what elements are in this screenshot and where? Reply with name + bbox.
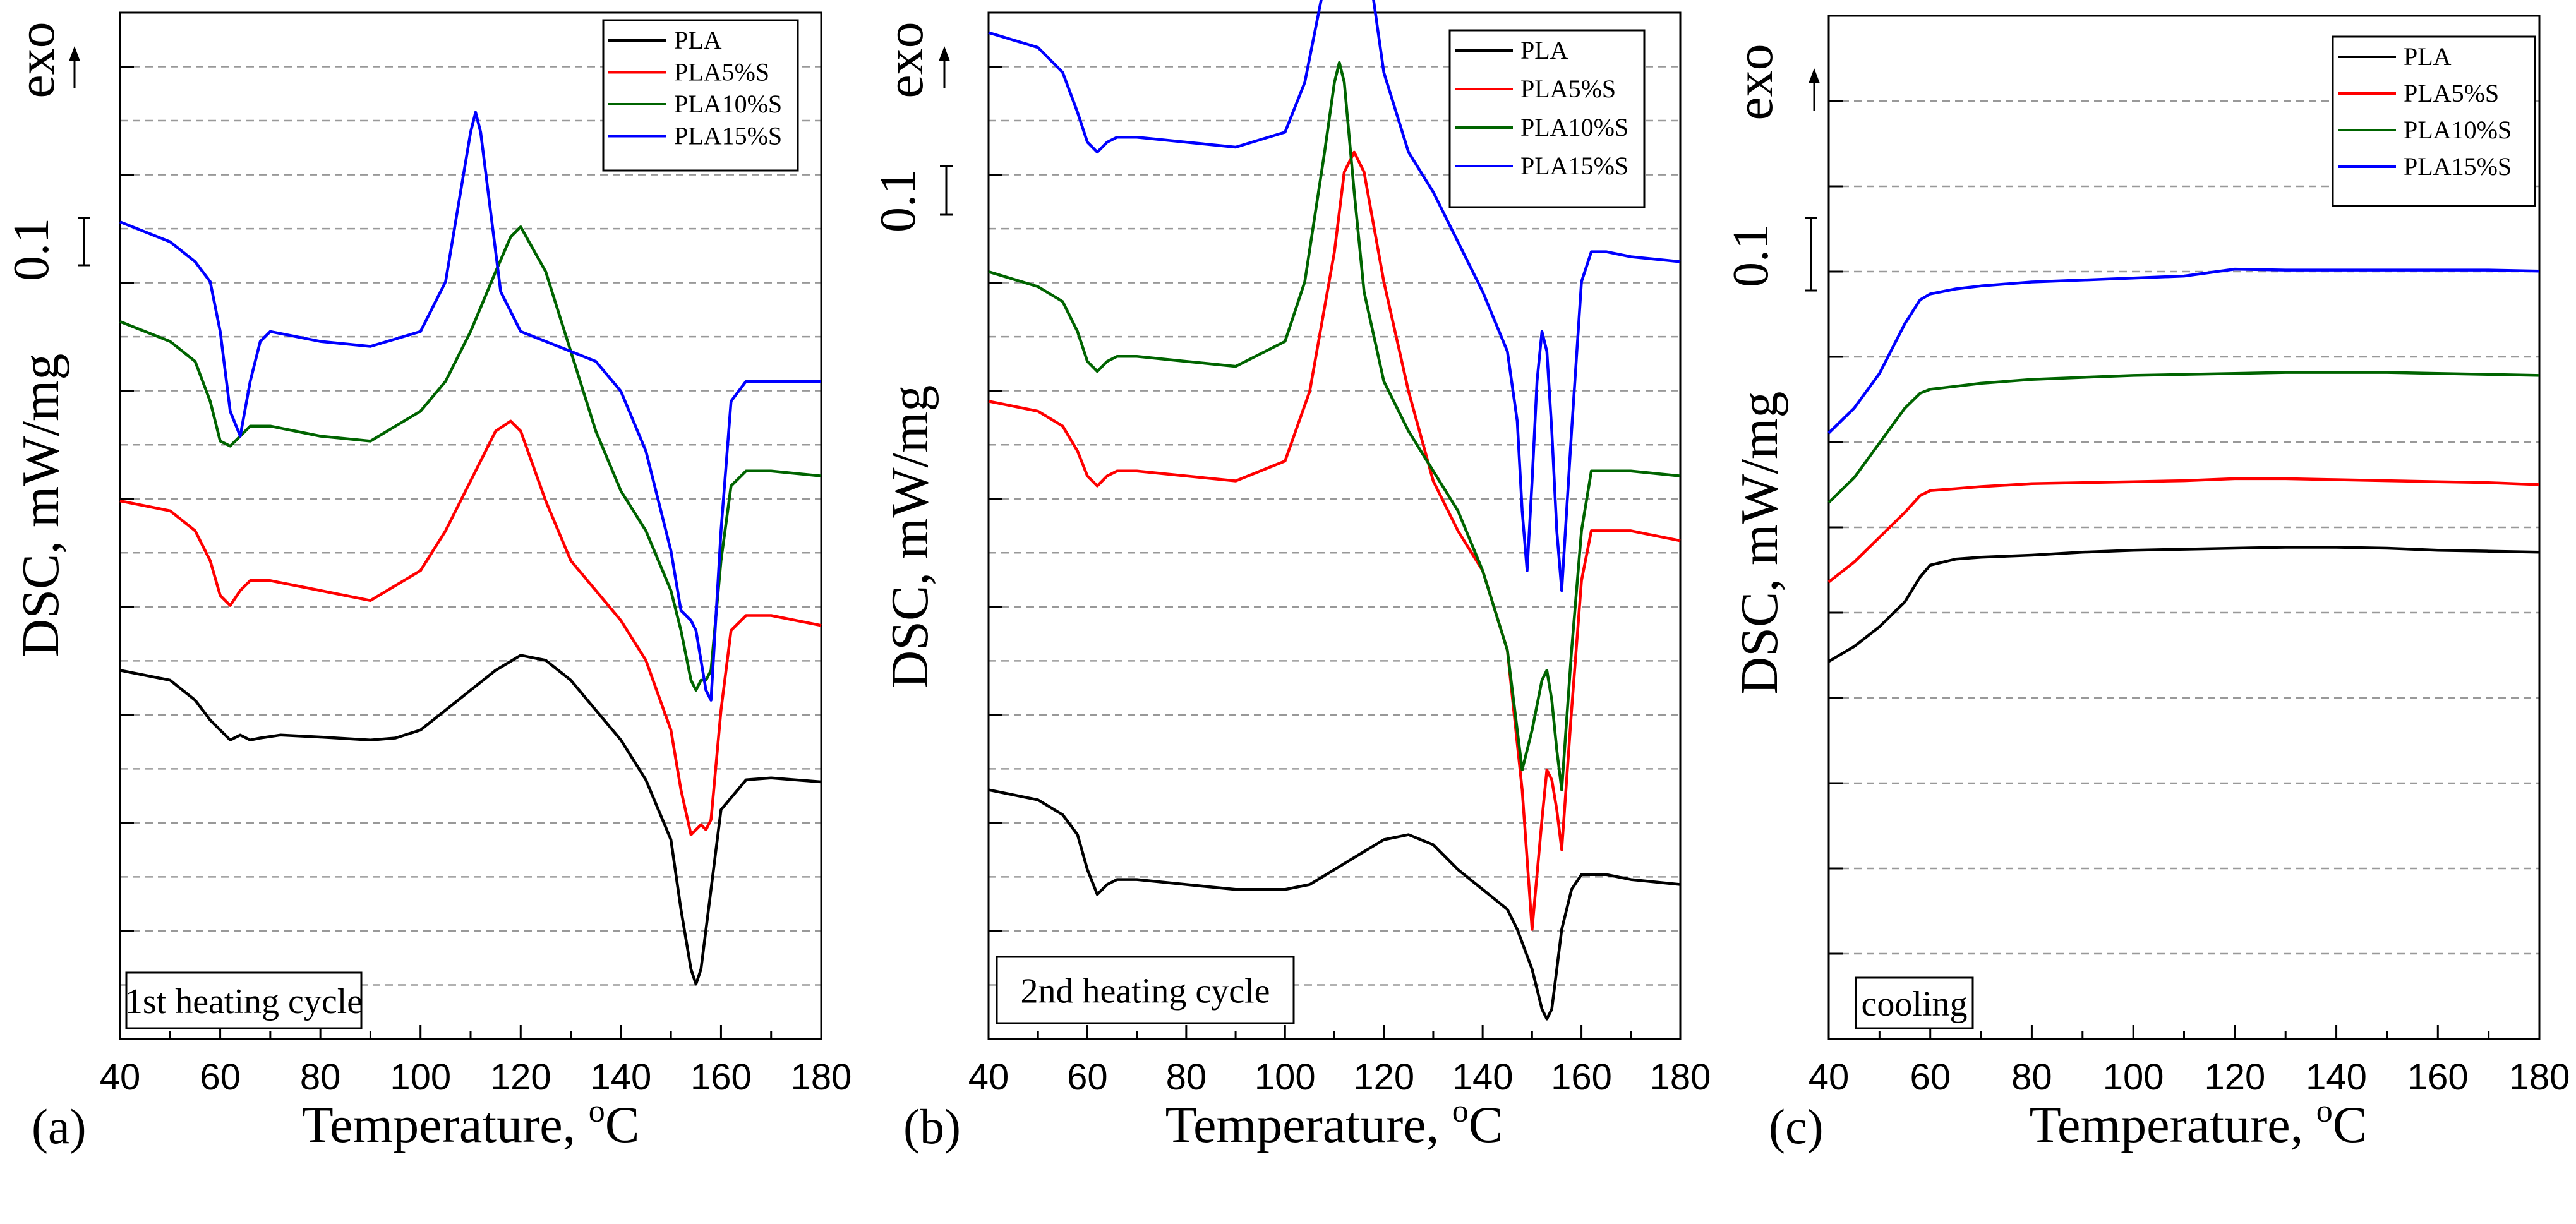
panel-a-annotation: 1st heating cycle: [125, 982, 363, 1021]
panel-b-series-pla15pcts: [988, 0, 1681, 592]
panel-c-x-tick-label: 80: [2011, 1057, 2052, 1098]
panel-b-annotation-box: [996, 956, 1295, 1024]
panel-a-panel-label: (a): [32, 1099, 87, 1154]
panel-b-x-tick-label: 180: [1650, 1057, 1711, 1098]
panel-b-x-tick-label: 80: [1166, 1057, 1207, 1098]
panel-a-legend-label: PLA: [674, 26, 722, 54]
panel-b: 40 60 80 100 120 140 160 180 PLA PLA5%S PLA10%S PLA…: [870, 0, 1711, 1154]
panel-b-series-pla10pcts: [988, 61, 1681, 791]
panel-c-panel-label: (c): [1769, 1099, 1824, 1154]
panel-a-x-axis-title: Temperature, oC: [302, 1093, 640, 1153]
panel-a-series-pla10pcts: [119, 225, 822, 692]
panel-b-exo-label: exo: [876, 21, 934, 98]
panel-c-series-pla: [1827, 546, 2540, 663]
panel-c-exo-label: exo: [1725, 44, 1784, 120]
panel-c: 40 60 80 100 120 140 160 180 PLA PLA5%S PLA10%S PLA…: [1723, 15, 2570, 1154]
panel-b-y-axis-title: DSC, mW/mg: [881, 385, 939, 689]
panel-a-x-tick-label: 40: [100, 1057, 141, 1098]
panel-a-x-tick-label: 60: [200, 1057, 241, 1098]
panel-c-legend-label: PLA15%S: [2404, 152, 2512, 181]
panel-c-legend-box: [2332, 35, 2536, 207]
panel-b-x-tick-label: 140: [1452, 1057, 1514, 1098]
panel-c-scale-label: 0.1: [1723, 224, 1779, 287]
panel-b-scale-label: 0.1: [870, 169, 926, 232]
panel-a-series-pla15pcts: [119, 111, 821, 702]
panel-b-x-tick-label: 100: [1255, 1057, 1316, 1098]
panel-b-legend-box: [1448, 29, 1646, 208]
panel-c-x-tick-label: 120: [2204, 1057, 2265, 1098]
panel-b-x-tick-label: 160: [1551, 1057, 1612, 1098]
panel-a-x-tick-label: 160: [690, 1057, 752, 1098]
panel-b-exo-arrowhead: [939, 46, 950, 61]
panel-b-x-tick-label: 40: [968, 1057, 1009, 1098]
panel-a-scale-label: 0.1: [4, 218, 59, 281]
panel-c-series-pla10pcts: [1827, 371, 2540, 504]
panel-a-series-pla: [119, 654, 822, 986]
panel-b-series-pla5pcts: [988, 150, 1681, 931]
panel-c-x-tick-label: 100: [2103, 1057, 2164, 1098]
panel-a-legend-label: PLA10%S: [674, 90, 782, 118]
panel-a-exo-label: exo: [7, 21, 66, 98]
panel-c-legend-label: PLA10%S: [2404, 116, 2512, 144]
panel-c-x-tick-label: 60: [1910, 1057, 1951, 1098]
panel-c-series-pla15pcts: [1827, 267, 2540, 435]
panel-c-exo-arrowhead: [1809, 68, 1820, 83]
panel-a-legend-box: [602, 19, 799, 172]
panel-c-x-tick-label: 180: [2509, 1057, 2570, 1098]
panel-a-legend-label: PLA5%S: [674, 58, 769, 87]
panel-b-panel-label: (b): [903, 1099, 961, 1154]
panel-a-x-tick-label: 180: [791, 1057, 852, 1098]
panel-a-x-tick-label: 140: [590, 1057, 651, 1098]
panel-c-x-tick-label: 40: [1809, 1057, 1850, 1098]
panel-b-series-pla: [988, 788, 1681, 1021]
panel-a-legend-label: PLA15%S: [674, 122, 782, 150]
panel-a-x-tick-label: 120: [490, 1057, 551, 1098]
panel-b-annotation: 2nd heating cycle: [1021, 972, 1270, 1011]
panel-c-annotation: cooling: [1862, 985, 1968, 1024]
panel-b-x-axis-title: Temperature, oC: [1165, 1093, 1503, 1153]
panel-b-x-tick-label: 60: [1067, 1057, 1108, 1098]
panel-a-x-tick-label: 80: [300, 1057, 341, 1098]
panel-a-series-pla5pcts: [119, 419, 822, 836]
panel-b-legend-label: PLA10%S: [1520, 113, 1628, 141]
panel-c-series-pla5pcts: [1827, 477, 2540, 584]
panel-c-x-tick-label: 160: [2407, 1057, 2469, 1098]
panel-c-legend-label: PLA: [2404, 42, 2452, 71]
panel-c-annotation-box: [1855, 976, 1974, 1029]
panel-a-y-axis-title: DSC, mW/mg: [11, 354, 70, 657]
panel-a: 40 60 80 100 120 140 160 180 PLA PLA5%S PLA10%S PLA…: [4, 11, 852, 1154]
panel-c-x-tick-label: 140: [2306, 1057, 2367, 1098]
panel-b-x-tick-label: 120: [1353, 1057, 1414, 1098]
panel-a-annotation-box: [125, 971, 363, 1029]
panel-a-x-tick-label: 100: [390, 1057, 451, 1098]
panel-a-exo-arrowhead: [69, 46, 80, 61]
panel-b-legend-label: PLA: [1520, 36, 1568, 64]
panel-b-legend-label: PLA5%S: [1520, 75, 1616, 103]
panel-c-y-axis-title: DSC, mW/mg: [1730, 392, 1789, 695]
panel-c-x-axis-title: Temperature, oC: [2030, 1093, 2368, 1153]
panel-b-legend-label: PLA15%S: [1520, 152, 1628, 180]
panel-c-legend-label: PLA5%S: [2404, 79, 2499, 107]
